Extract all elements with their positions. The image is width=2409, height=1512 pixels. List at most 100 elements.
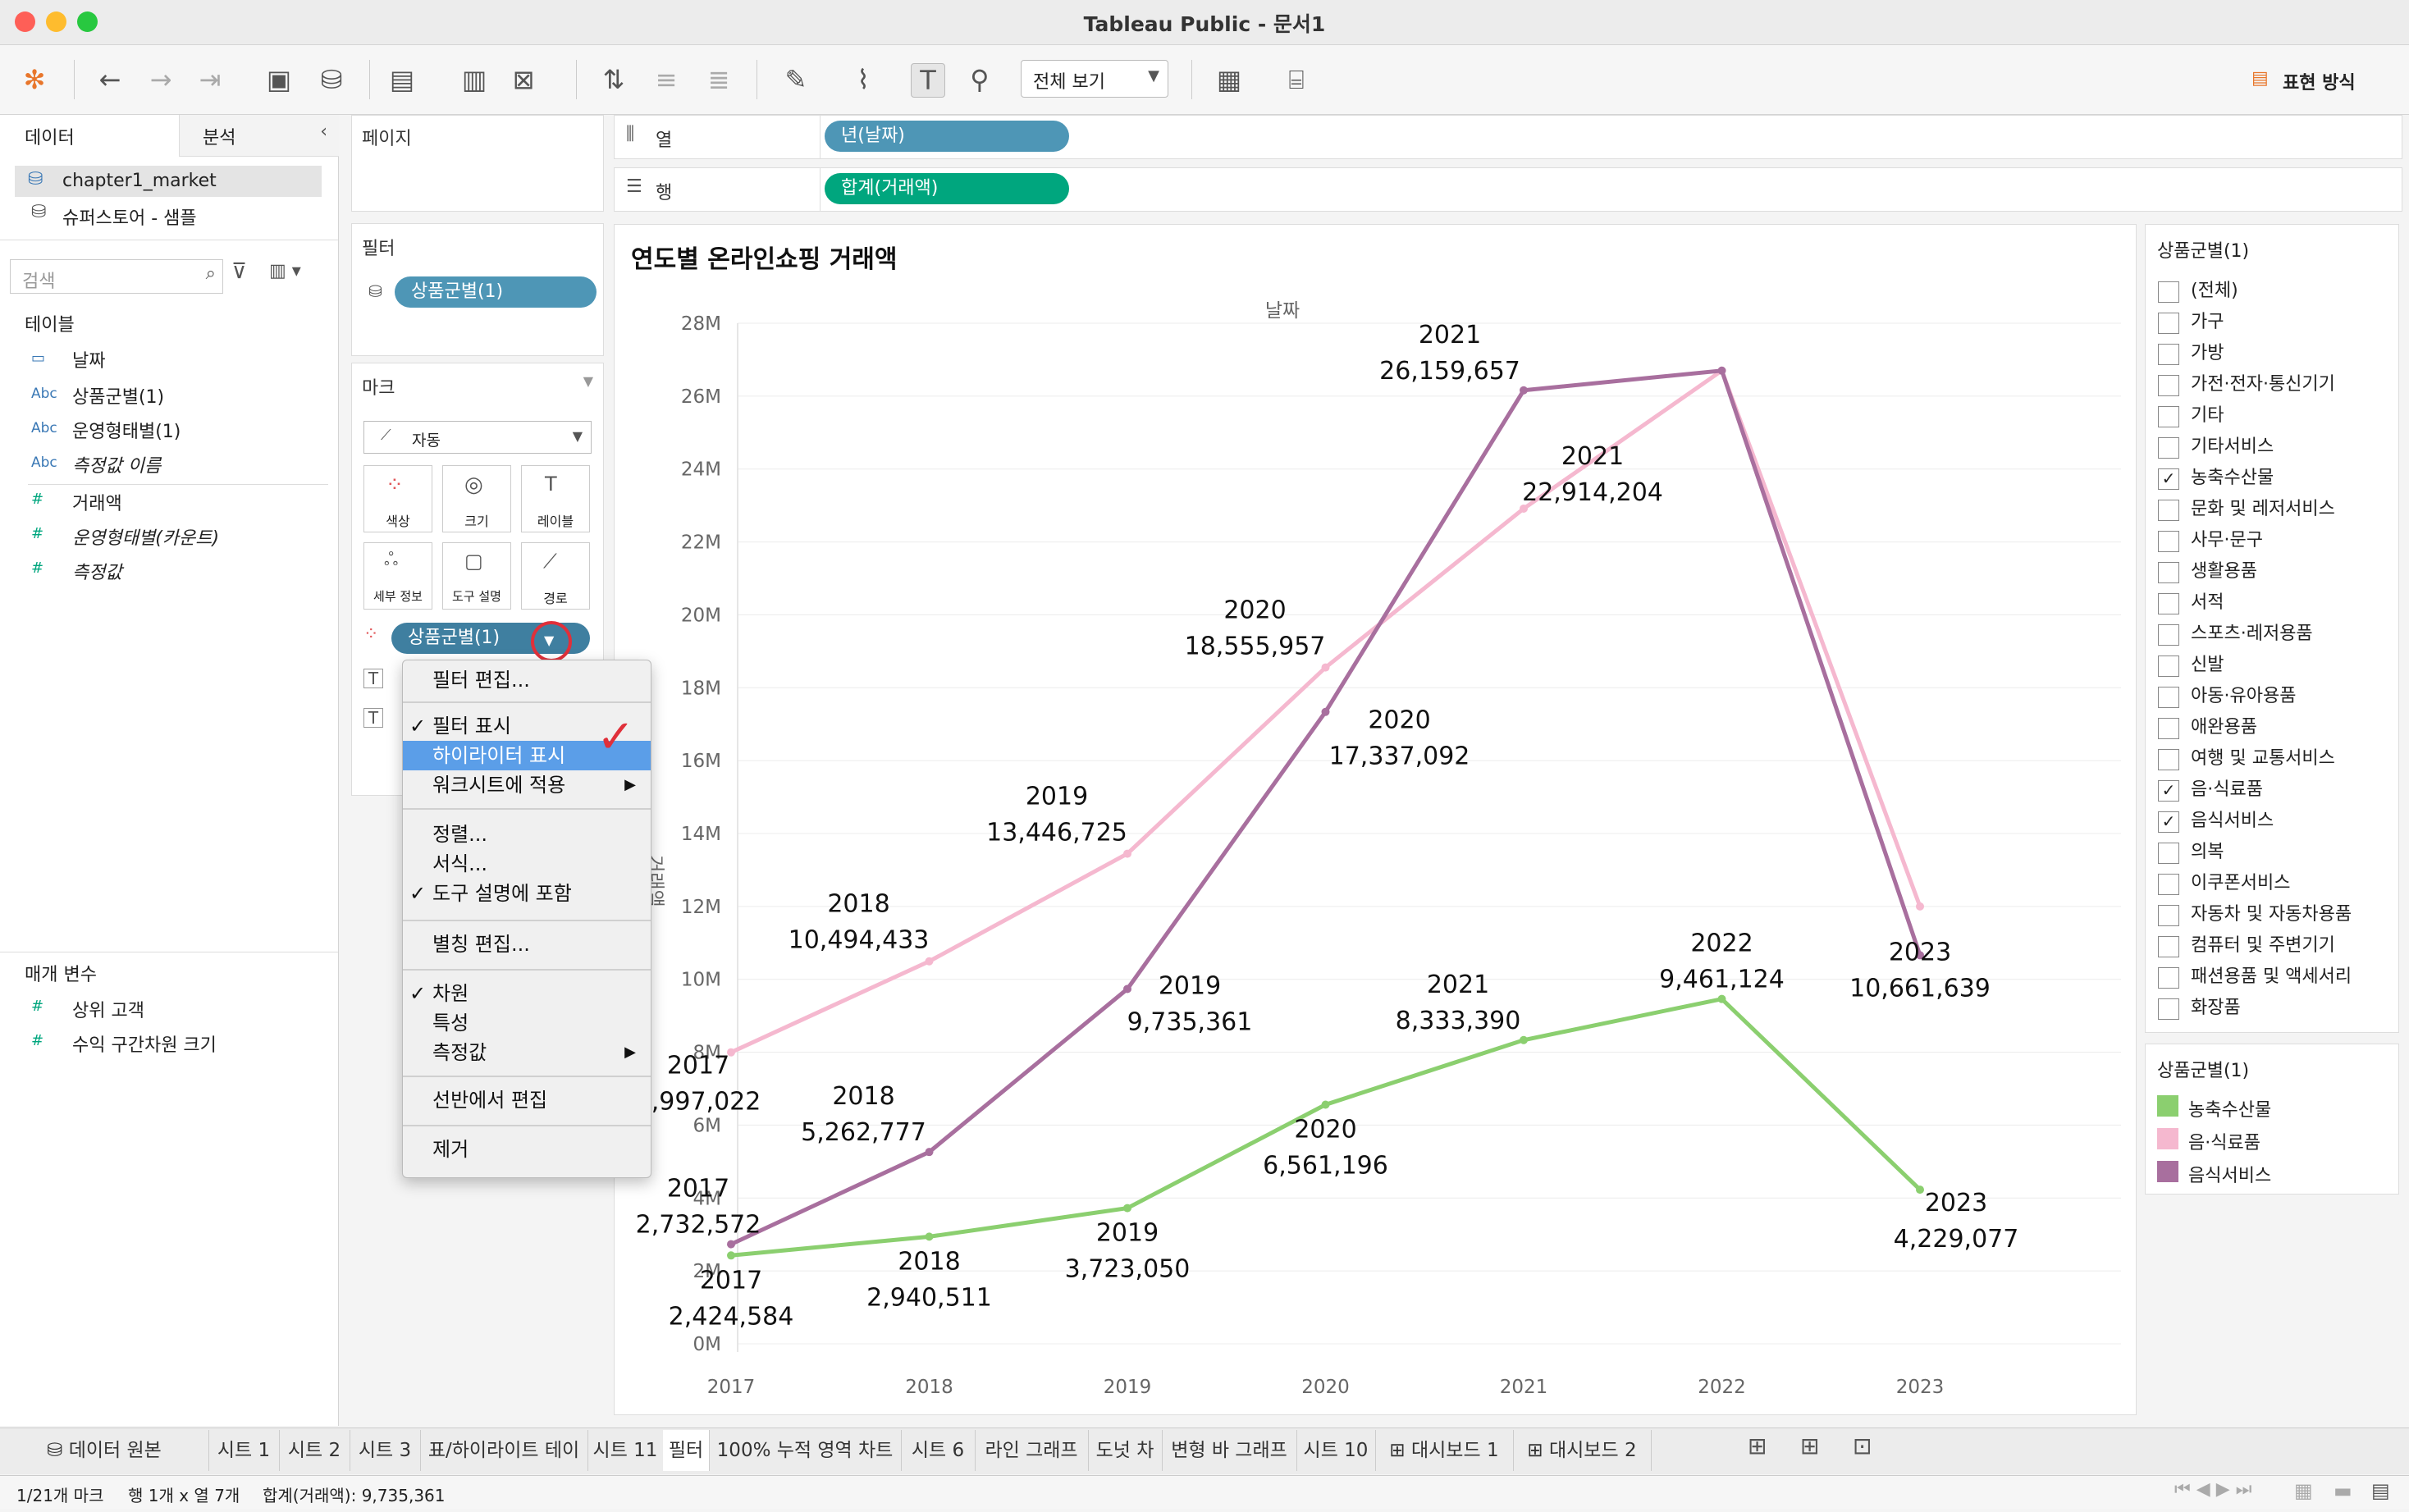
- columns-shelf[interactable]: ⫼ 열 년(날짜): [614, 115, 2402, 159]
- menu-item-edit-filter[interactable]: 필터 편집...: [432, 669, 530, 692]
- sheet-tab[interactable]: 표/하이라이트 테이블: [420, 1430, 588, 1502]
- field-item[interactable]: 날짜: [72, 351, 106, 372]
- param-item[interactable]: 상위 고객: [72, 1001, 144, 1021]
- tab-data[interactable]: 데이터: [0, 115, 179, 156]
- detail-button[interactable]: ஃ 세부 정보: [363, 542, 432, 610]
- datasource-item[interactable]: ⛁ chapter1_market: [15, 166, 322, 197]
- new-datasource-icon[interactable]: ⛁: [320, 64, 343, 95]
- sheet-tab[interactable]: 도넛 차트: [1088, 1430, 1163, 1502]
- minimize-window-button[interactable]: [46, 11, 66, 32]
- duplicate-sheet-icon[interactable]: ▥: [461, 64, 487, 95]
- sheet-tab[interactable]: 라인 그래프: [975, 1430, 1089, 1471]
- menu-item-show-highlighter[interactable]: 하이라이터 표시 ✓: [403, 715, 651, 770]
- field-item[interactable]: 거래액: [72, 494, 122, 514]
- pager-icon[interactable]: ⏮ ◀ ▶ ⏭: [2174, 1479, 2252, 1500]
- checkbox[interactable]: [2158, 531, 2179, 552]
- filter-icon[interactable]: ⊽: [231, 259, 248, 284]
- menu-item-measure[interactable]: 측정값 ▶: [403, 1038, 651, 1067]
- legend-item[interactable]: 음·식료품: [2188, 1133, 2260, 1153]
- new-worksheet-icon[interactable]: ▤: [389, 64, 415, 95]
- show-labels-icon[interactable]: T: [911, 63, 945, 98]
- checkbox[interactable]: [2158, 562, 2179, 583]
- checkbox[interactable]: [2158, 936, 2179, 957]
- checkbox[interactable]: [2158, 624, 2179, 646]
- checkbox[interactable]: [2158, 437, 2179, 459]
- field-item[interactable]: 상품군별(1): [72, 387, 165, 408]
- field-item[interactable]: 운영형태별(1): [72, 422, 181, 442]
- menu-item-format[interactable]: 서식...: [432, 852, 488, 875]
- checkbox[interactable]: [2158, 313, 2179, 334]
- menu-item-include-tooltip[interactable]: ✓ 도구 설명에 포함: [403, 879, 651, 908]
- checkbox[interactable]: [2158, 905, 2179, 926]
- path-button[interactable]: ⟋ 경로: [521, 542, 590, 610]
- mark-type-select[interactable]: ⟋ 자동 ▼: [363, 421, 592, 454]
- sort-descending-icon[interactable]: ≣: [707, 64, 730, 95]
- rows-pill[interactable]: 합계(거래액): [825, 173, 1069, 204]
- checkbox[interactable]: [2158, 749, 2179, 770]
- new-worksheet-tab-icon[interactable]: ⊞: [1748, 1432, 1767, 1459]
- save-icon[interactable]: ▣: [266, 64, 292, 95]
- sheet-tab[interactable]: 변형 바 그래프: [1162, 1430, 1297, 1471]
- redo-icon[interactable]: ⇥: [199, 64, 222, 95]
- sheet-tab[interactable]: ⊞ 대시보드 1: [1375, 1430, 1514, 1471]
- fit-select[interactable]: 전체 보기 ▼: [1021, 60, 1168, 98]
- clear-sheet-icon[interactable]: ⊠: [512, 64, 535, 95]
- menu-item-edit-in-shelf[interactable]: 선반에서 편집: [432, 1089, 548, 1112]
- zoom-window-button[interactable]: [77, 11, 98, 32]
- checkbox[interactable]: ✓: [2158, 780, 2179, 802]
- checkbox[interactable]: [2158, 281, 2179, 303]
- datasource-item[interactable]: ⛁ 슈퍼스토어 - 샘플: [15, 199, 322, 230]
- search-input[interactable]: 검색 ⌕: [10, 259, 223, 294]
- collapse-icon[interactable]: ‹: [320, 121, 327, 142]
- checkbox[interactable]: [2158, 344, 2179, 365]
- field-item[interactable]: 측정값: [72, 563, 122, 583]
- sheet-tab[interactable]: 시트 3: [350, 1430, 421, 1471]
- chart-options-icon[interactable]: ▦: [1216, 64, 1242, 95]
- checkbox[interactable]: [2158, 967, 2179, 989]
- new-story-tab-icon[interactable]: ⊡: [1853, 1432, 1872, 1459]
- sheet-tab[interactable]: ⛁ 데이터 원본: [0, 1430, 209, 1471]
- chevron-down-icon[interactable]: ▼: [583, 373, 593, 389]
- checkbox[interactable]: [2158, 998, 2179, 1020]
- size-button[interactable]: ◎ 크기: [442, 465, 511, 532]
- param-item[interactable]: 수익 구간차원 크기: [72, 1035, 217, 1056]
- view-list-icon[interactable]: ▥ ▾: [269, 261, 301, 281]
- sheet-tab[interactable]: 시트 10: [1296, 1430, 1376, 1471]
- checkbox[interactable]: [2158, 406, 2179, 427]
- checkbox[interactable]: [2158, 375, 2179, 396]
- rows-shelf[interactable]: ☰ 행 합계(거래액): [614, 167, 2402, 212]
- filmstrip-view-icon[interactable]: ▬: [2334, 1479, 2352, 1502]
- highlight-pen-icon[interactable]: ✎: [784, 64, 807, 95]
- checkbox[interactable]: ✓: [2158, 811, 2179, 833]
- field-item[interactable]: 측정값 이름: [72, 456, 162, 477]
- pin-icon[interactable]: ⚲: [970, 64, 990, 95]
- menu-item-dimension[interactable]: ✓ 차원: [403, 979, 651, 1008]
- checkbox[interactable]: [2158, 656, 2179, 677]
- sort-ascending-icon[interactable]: ≡: [655, 64, 678, 95]
- legend-item[interactable]: 농축수산물: [2188, 1100, 2272, 1121]
- sheet-tab[interactable]: ⊞ 대시보드 2: [1513, 1430, 1652, 1471]
- columns-pill[interactable]: 년(날짜): [825, 121, 1069, 152]
- forward-arrow-icon[interactable]: →: [149, 64, 172, 95]
- pill-dropdown-icon[interactable]: ▼: [531, 621, 572, 662]
- sheet-tab[interactable]: 필터: [663, 1430, 710, 1471]
- sheet-tab[interactable]: 시트 2: [279, 1430, 350, 1471]
- sheet-tab[interactable]: 시트 11: [587, 1430, 664, 1471]
- filter-pill[interactable]: 상품군별(1): [395, 276, 597, 308]
- sheet-tab[interactable]: 시트 1: [208, 1430, 280, 1471]
- back-arrow-icon[interactable]: ←: [98, 64, 121, 95]
- tableau-logo-icon[interactable]: ✻: [23, 64, 46, 95]
- line-chart[interactable]: 연도별 온라인쇼핑 거래액날짜거래액0M2M4M6M8M10M12M14M16M…: [615, 225, 2136, 1414]
- close-window-button[interactable]: [15, 11, 35, 32]
- menu-item-apply-worksheets[interactable]: 워크시트에 적용 ▶: [403, 770, 651, 800]
- tabs-view-icon[interactable]: ▤: [2371, 1479, 2390, 1502]
- group-paperclip-icon[interactable]: ⌇: [857, 64, 870, 95]
- checkbox[interactable]: [2158, 718, 2179, 739]
- menu-item-remove[interactable]: 제거: [432, 1138, 469, 1161]
- menu-item-attribute[interactable]: 특성: [432, 1012, 469, 1035]
- menu-item-sort[interactable]: 정렬...: [432, 823, 488, 846]
- chart-view[interactable]: 연도별 온라인쇼핑 거래액 날짜 거래액 0M 2M 4M 6M 8M 10M 12M 14M 16M…: [614, 224, 2137, 1415]
- checkbox[interactable]: [2158, 874, 2179, 895]
- checkbox[interactable]: [2158, 687, 2179, 708]
- menu-item-show-filter[interactable]: ✓ 필터 표시: [403, 711, 651, 741]
